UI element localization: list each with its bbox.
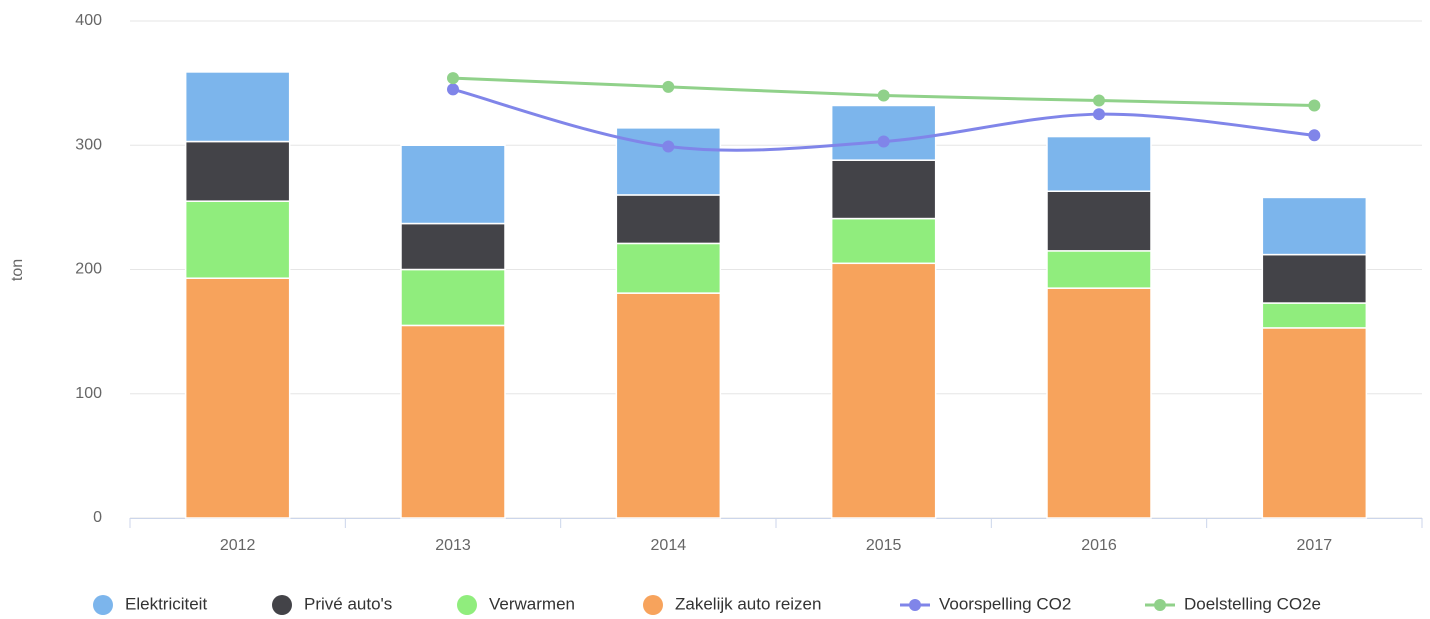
x-tick-label: 2012 bbox=[220, 537, 256, 554]
legend-label: Zakelijk auto reizen bbox=[675, 594, 821, 613]
legend-label: Elektriciteit bbox=[125, 594, 207, 613]
y-tick-label: 400 bbox=[75, 12, 102, 29]
x-tick-label: 2014 bbox=[651, 537, 687, 554]
bar bbox=[615, 194, 722, 245]
bar bbox=[1046, 190, 1152, 252]
bar bbox=[400, 268, 506, 327]
legend-label: Verwarmen bbox=[489, 594, 575, 613]
legend-label: Privé auto's bbox=[304, 594, 392, 613]
bar bbox=[1046, 135, 1152, 192]
bar bbox=[615, 292, 722, 519]
bar bbox=[615, 242, 722, 294]
bar bbox=[1046, 287, 1152, 519]
legend-marker bbox=[457, 595, 477, 615]
bar bbox=[184, 200, 291, 279]
bar bbox=[1046, 250, 1152, 289]
y-tick-label: 100 bbox=[75, 385, 102, 402]
line-marker bbox=[877, 135, 890, 148]
x-tick-label: 2017 bbox=[1297, 537, 1333, 554]
line-marker bbox=[662, 140, 675, 153]
bar bbox=[400, 222, 506, 271]
line-marker bbox=[1093, 94, 1105, 107]
bar bbox=[184, 277, 291, 519]
bar bbox=[830, 104, 937, 161]
bar bbox=[1261, 302, 1368, 329]
legend-label: Doelstelling CO2e bbox=[1184, 594, 1321, 613]
y-tick-label: 300 bbox=[75, 136, 102, 153]
y-tick-label: 200 bbox=[75, 261, 102, 278]
bar bbox=[400, 324, 506, 519]
line-marker bbox=[447, 72, 459, 85]
line-marker bbox=[447, 83, 459, 96]
bar bbox=[400, 144, 506, 225]
bar bbox=[830, 217, 937, 265]
legend-label: Voorspelling CO2 bbox=[939, 594, 1071, 613]
x-tick-label: 2015 bbox=[866, 537, 902, 554]
line-marker bbox=[1308, 129, 1321, 142]
line-marker bbox=[877, 89, 890, 102]
y-axis-label: ton bbox=[9, 259, 26, 281]
bar bbox=[184, 140, 291, 202]
bar bbox=[1261, 327, 1368, 519]
x-tick-label: 2016 bbox=[1081, 537, 1117, 554]
y-tick-label: 0 bbox=[93, 509, 102, 526]
line-marker bbox=[662, 80, 675, 93]
legend-marker bbox=[1154, 599, 1166, 611]
bar bbox=[184, 71, 291, 143]
legend-marker bbox=[909, 599, 921, 611]
line-marker bbox=[1093, 108, 1105, 121]
bar bbox=[830, 262, 937, 519]
bar bbox=[615, 127, 722, 196]
legend-marker bbox=[93, 595, 113, 615]
legend-marker bbox=[272, 595, 292, 615]
legend-marker bbox=[643, 595, 663, 615]
line-marker bbox=[1308, 99, 1321, 112]
bar bbox=[830, 159, 937, 220]
bar bbox=[1261, 253, 1368, 304]
bar bbox=[1261, 196, 1368, 256]
x-tick-label: 2013 bbox=[435, 537, 471, 554]
